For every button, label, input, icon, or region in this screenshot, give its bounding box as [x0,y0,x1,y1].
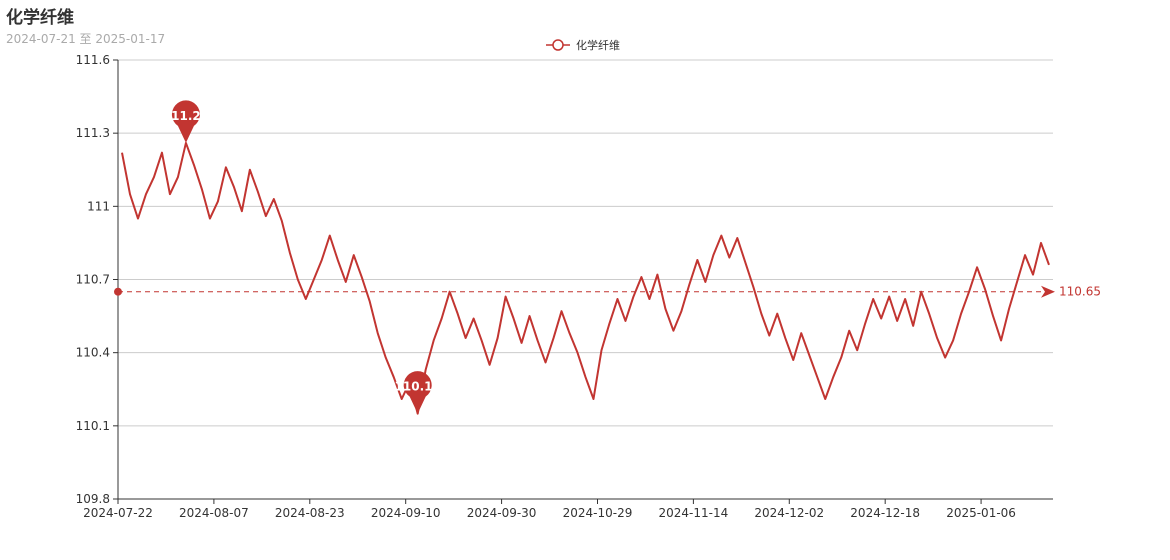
y-tick-label: 110.4 [76,346,110,360]
mark-point-label: 110.15 [395,380,441,394]
grid-lines [118,59,1053,427]
x-tick-label: 2024-09-10 [371,506,441,520]
y-tick-label: 109.8 [76,492,110,506]
x-tick-label: 2024-08-07 [179,506,249,520]
mark-line-label: 110.65 [1059,285,1101,299]
chart-title: 化学纤维 [6,8,74,28]
mark-point-label: 111.26 [163,109,209,123]
mark-point-pin [403,371,432,414]
y-tick-label: 111.3 [76,126,110,140]
y-tick-label: 110.1 [76,419,110,433]
x-tick-label: 2024-07-22 [83,506,153,520]
mark-point-pin [171,100,200,143]
x-tick-label: 2024-12-18 [850,506,920,520]
y-tick-label: 111 [87,199,110,213]
y-tick-label: 111.6 [76,53,110,67]
legend-circle-icon [552,39,564,51]
legend[interactable]: 化学纤维 [546,38,620,52]
mark-line-start-dot [114,287,122,296]
x-tick-label: 2024-12-02 [754,506,824,520]
series-line [121,141,1050,415]
x-tick-label: 2024-10-29 [563,506,633,520]
x-tick-label: 2024-11-14 [659,506,729,520]
x-tick-label: 2024-08-23 [275,506,345,520]
x-tick-label: 2024-09-30 [467,506,537,520]
legend-label[interactable]: 化学纤维 [576,38,620,52]
chart-subtitle: 2024-07-21 至 2025-01-17 [6,32,166,46]
series-line-path [121,141,1050,415]
x-tick-label: 2025-01-06 [946,506,1016,520]
mark-points: 111.26 110.15 [163,100,441,414]
average-mark-line: 110.65 [114,285,1101,299]
axes: 109.8 110.1 110.4 110.7 111 111.3 111.6 2024-07… [76,53,1053,520]
y-tick-label: 110.7 [76,273,110,287]
mark-line-arrow-icon [1041,285,1055,298]
